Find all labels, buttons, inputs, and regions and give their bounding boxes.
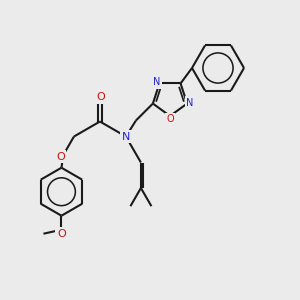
Text: N: N [153,77,160,87]
Text: O: O [56,152,65,162]
Text: O: O [97,92,105,102]
Text: N: N [122,131,130,142]
Text: O: O [166,114,174,124]
Text: N: N [186,98,194,108]
Text: O: O [57,229,66,239]
